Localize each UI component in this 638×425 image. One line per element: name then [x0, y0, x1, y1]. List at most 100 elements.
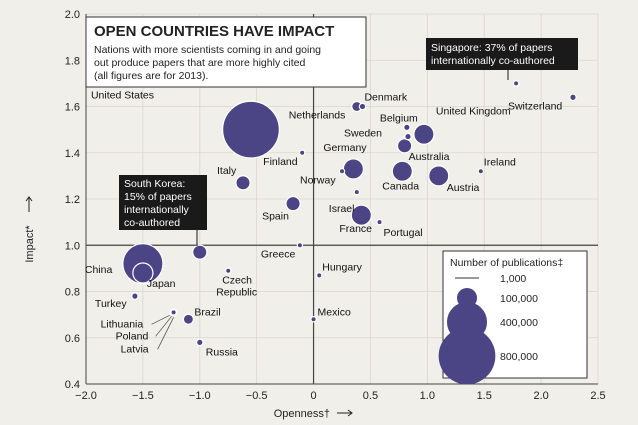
label-switzerland: Switzerland [508, 100, 562, 112]
point-france [350, 204, 372, 226]
annotation-singapore-line-2: internationally co-authored [431, 55, 555, 67]
point-brazil [182, 313, 195, 325]
label-norway: Norway [300, 174, 336, 186]
annotation-south-korea-line-1: South Korea: [124, 178, 185, 190]
point-australia [396, 138, 413, 154]
y-tick-labels: 0.4 0.6 0.8 1.0 1.2 1.4 1.6 1.8 2.0 [65, 9, 80, 391]
label-israel: Israel [329, 203, 355, 215]
point-hungary [316, 272, 323, 279]
leader-lithuania [151, 314, 170, 325]
x-axis-title: Openness† [274, 408, 330, 420]
point-ireland [477, 168, 485, 175]
label-china: China [85, 264, 113, 276]
leader-latvia [157, 317, 174, 350]
point-russia [196, 338, 204, 347]
chart-subtitle-line-1: Nations with more scientists coming in a… [94, 44, 321, 56]
label-mexico: Mexico [318, 306, 351, 318]
point-canada [391, 160, 413, 182]
point-austria [428, 165, 450, 187]
label-finland: Finland [263, 156, 298, 168]
point-portugal [376, 218, 383, 226]
legend-marker-800000 [438, 327, 496, 385]
label-ireland: Ireland [484, 156, 516, 168]
label-austria: Austria [447, 182, 480, 194]
chart-subtitle-line-3: (all figures are for 2013). [94, 70, 208, 82]
point-sweden [404, 132, 412, 141]
leader-poland [155, 316, 172, 337]
annotation-singapore: Singapore: 37% of papers internationally… [426, 38, 578, 80]
point-japan [132, 262, 154, 284]
legend-label-400000: 400,000 [500, 317, 538, 329]
x-tick-label: 1.0 [420, 390, 435, 402]
x-tick-label: −0.5 [246, 390, 268, 402]
x-tick-label: 0 [310, 390, 316, 402]
title-box: OPEN COUNTRIES HAVE IMPACT Nations with … [85, 16, 367, 88]
point-mexico [310, 316, 317, 323]
label-brazil: Brazil [194, 306, 220, 318]
label-latvia: Latvia [121, 343, 149, 355]
point-italy [235, 175, 251, 191]
y-tick-label: 1.4 [65, 148, 80, 160]
legend-title: Number of publications‡ [450, 257, 563, 269]
label-japan: Japan [147, 278, 176, 290]
point-south-korea [192, 244, 208, 260]
label-russia: Russia [206, 346, 238, 358]
annotation-singapore-line-1: Singapore: 37% of papers [431, 42, 552, 54]
point-united-states [222, 100, 280, 159]
label-germany: Germany [323, 142, 367, 154]
point-latvia [170, 309, 177, 316]
point-singapore [512, 80, 520, 87]
label-lithuania: Lithuania [101, 318, 144, 330]
point-spain [285, 195, 301, 212]
label-belgium: Belgium [380, 112, 418, 124]
y-tick-label: 1.0 [65, 240, 80, 252]
label-sweden: Sweden [344, 128, 382, 140]
y-tick-label: 0.4 [65, 379, 80, 391]
label-italy: Italy [217, 165, 237, 177]
annotation-south-korea-line-4: co-authored [124, 217, 180, 229]
legend-label-100000: 100,000 [500, 293, 538, 305]
label-united-states: United States [91, 90, 154, 102]
point-greece [296, 242, 304, 249]
label-canada: Canada [382, 180, 419, 192]
x-tick-label: −1.0 [189, 390, 211, 402]
label-czech-republic-line-2: Republic [216, 287, 257, 299]
annotation-south-korea-line-2: 15% of papers [124, 191, 192, 203]
point-israel [353, 188, 360, 196]
label-greece: Greece [261, 248, 296, 260]
x-tick-label: 2.0 [533, 390, 548, 402]
point-belgium [403, 123, 411, 132]
point-denmark [358, 102, 367, 111]
label-turkey: Turkey [95, 298, 127, 310]
annotation-south-korea: South Korea: 15% of papers international… [119, 175, 207, 246]
annotation-south-korea-line-3: internationally [124, 204, 190, 216]
point-finland [298, 149, 306, 156]
label-australia: Australia [409, 151, 450, 163]
x-tick-label: −2.0 [75, 390, 97, 402]
legend-label-1000: 1,000 [500, 273, 526, 285]
y-tick-label: 1.8 [65, 55, 80, 67]
point-turkey [131, 292, 139, 300]
chart-subtitle-line-2: out produce papers that are more highly … [94, 57, 305, 69]
label-hungary: Hungary [322, 261, 362, 273]
label-poland: Poland [116, 330, 149, 342]
label-denmark: Denmark [364, 92, 407, 104]
x-tick-label: 1.5 [477, 390, 492, 402]
data-points [122, 80, 577, 347]
y-tick-label: 2.0 [65, 9, 80, 21]
point-czech-republic [225, 267, 232, 274]
point-labels: United States China Japan United Kingdom Ger… [85, 90, 563, 359]
x-tick-label: 2.5 [590, 390, 605, 402]
x-tick-label: 0.5 [363, 390, 378, 402]
y-tick-label: 1.2 [65, 194, 80, 206]
y-axis-arrow [25, 196, 33, 212]
label-czech-republic-line-1: Czech [222, 275, 252, 287]
x-tick-label: −1.5 [132, 390, 154, 402]
x-tick-labels: −2.0 −1.5 −1.0 −0.5 0 0.5 1.0 1.5 2.0 2.5 [75, 390, 606, 402]
point-switzerland [569, 93, 577, 102]
x-axis-arrow [337, 409, 353, 417]
label-spain: Spain [262, 211, 289, 223]
label-united-kingdom: United Kingdom [436, 105, 511, 117]
legend-label-800000: 800,000 [500, 351, 538, 363]
